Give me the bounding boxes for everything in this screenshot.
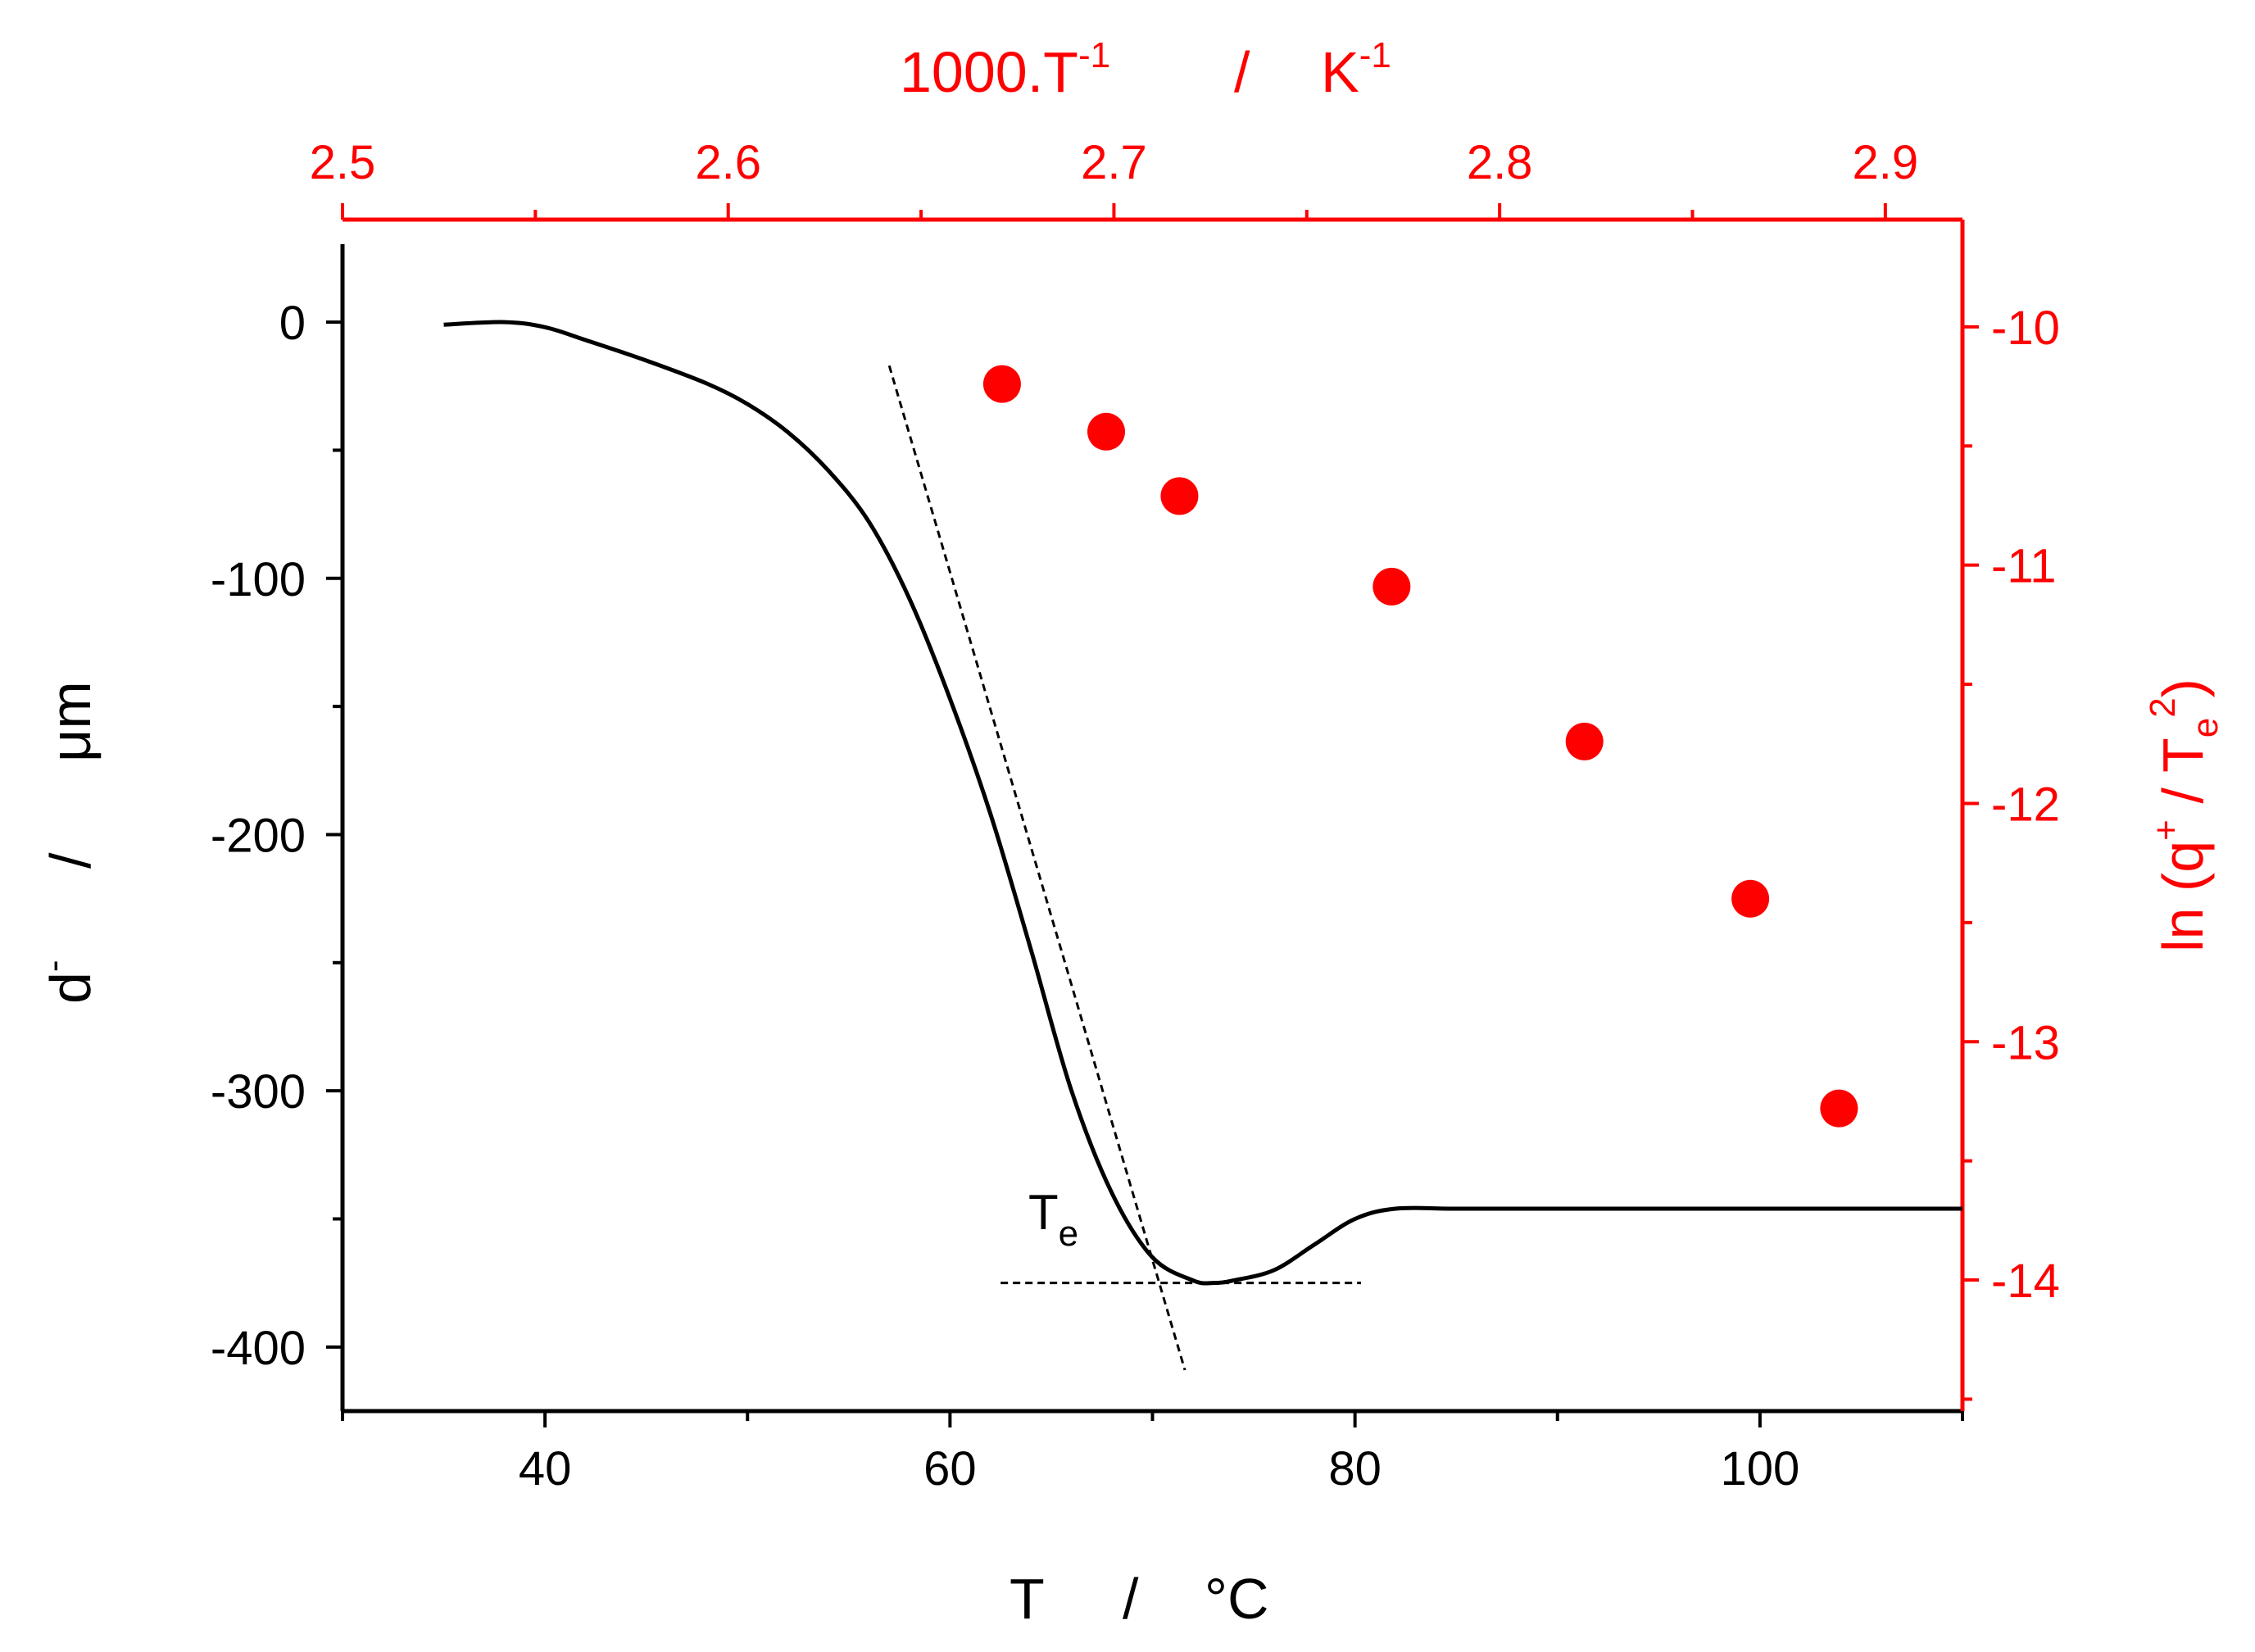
right-tick-label: -13 [1991, 1016, 2060, 1069]
top-axis-title-sup1: -1 [1078, 35, 1110, 75]
x-axis-title-unit: °C [1205, 1567, 1269, 1631]
x-axis-title-main: T [1010, 1567, 1044, 1631]
bottom-axis-ticks: 40 60 80 100 [341, 1411, 1964, 1495]
te-annotation: Te [1028, 1185, 1078, 1254]
left-tick-label: -400 [211, 1322, 306, 1375]
left-axis-ticks: 0 -100 -200 -300 -400 [211, 297, 343, 1375]
right-axis-title-sup2: 2 [2143, 697, 2183, 717]
data-point [1160, 477, 1199, 515]
right-tick-label: -12 [1991, 778, 2060, 831]
right-axis-title-end: ) [2151, 678, 2215, 697]
te-annotation-sub: e [1059, 1214, 1078, 1254]
guide-lines [887, 365, 1362, 1371]
right-tick-label: -14 [1991, 1255, 2060, 1308]
right-axis-title-sup: + [2146, 819, 2186, 841]
top-tick-label: 2.9 [1853, 136, 1919, 189]
top-tick-label: 2.7 [1081, 136, 1147, 189]
y-axis-title: d- / μm [14, 681, 102, 1004]
y-axis-title-unit: μm [39, 681, 102, 762]
right-axis-ticks: -10 -11 -12 -13 -14 [1962, 302, 2060, 1401]
top-axis-ticks: 2.5 2.6 2.7 2.8 2.9 [310, 136, 1918, 220]
data-point [1731, 879, 1770, 918]
data-point [982, 365, 1021, 403]
top-axis: 2.5 2.6 2.7 2.8 2.9 [310, 136, 1962, 222]
top-tick-label: 2.5 [310, 136, 376, 189]
bottom-axis: 40 60 80 100 [341, 1409, 1964, 1495]
data-point [1373, 567, 1411, 606]
top-tick-label: 2.8 [1467, 136, 1533, 189]
bottom-tick-label: 100 [1720, 1442, 1799, 1495]
top-tick-label: 2.6 [695, 136, 761, 189]
displacement-curve [443, 320, 1962, 1286]
x-axis-title: T / °C [1010, 1567, 1269, 1631]
left-tick-label: -200 [211, 809, 306, 862]
right-axis-title-sub: e [2185, 718, 2226, 738]
tangent-line [887, 365, 1186, 1371]
y-axis-title-sep: / [39, 852, 102, 869]
x-axis-title-sep: / [1123, 1567, 1139, 1631]
displacement-series [443, 320, 1962, 1286]
top-axis-title: 1000.T-1 / K-1 [900, 16, 1391, 104]
y-axis-title-main: d [39, 972, 102, 1004]
right-axis: -10 -11 -12 -13 -14 [1960, 220, 2060, 1411]
left-tick-label: 0 [279, 297, 306, 350]
bottom-tick-label: 40 [519, 1442, 572, 1495]
top-axis-title-unit: K [1321, 40, 1359, 104]
right-axis-title-mid: / T [2151, 738, 2215, 819]
y-axis-title-sup: - [34, 960, 74, 972]
te-annotation-main: T [1028, 1185, 1059, 1240]
left-axis: 0 -100 -200 -300 -400 [211, 244, 345, 1411]
bottom-tick-label: 60 [923, 1442, 977, 1495]
bottom-tick-label: 80 [1328, 1442, 1382, 1495]
data-point [1087, 412, 1126, 451]
data-point [1820, 1089, 1858, 1128]
right-axis-title: ln (q+ / Te2) [2143, 678, 2226, 952]
left-tick-label: -300 [211, 1065, 306, 1119]
top-axis-title-sup2: -1 [1359, 35, 1391, 75]
data-point [1565, 722, 1604, 760]
right-axis-title-main: ln (q [2151, 841, 2215, 952]
top-axis-title-sep: / [1234, 40, 1250, 104]
arrhenius-series [982, 365, 1858, 1128]
top-axis-title-main: 1000.T [900, 40, 1078, 104]
right-tick-label: -11 [1991, 540, 2057, 593]
left-tick-label: -100 [211, 553, 306, 606]
right-tick-label: -10 [1991, 302, 2060, 355]
